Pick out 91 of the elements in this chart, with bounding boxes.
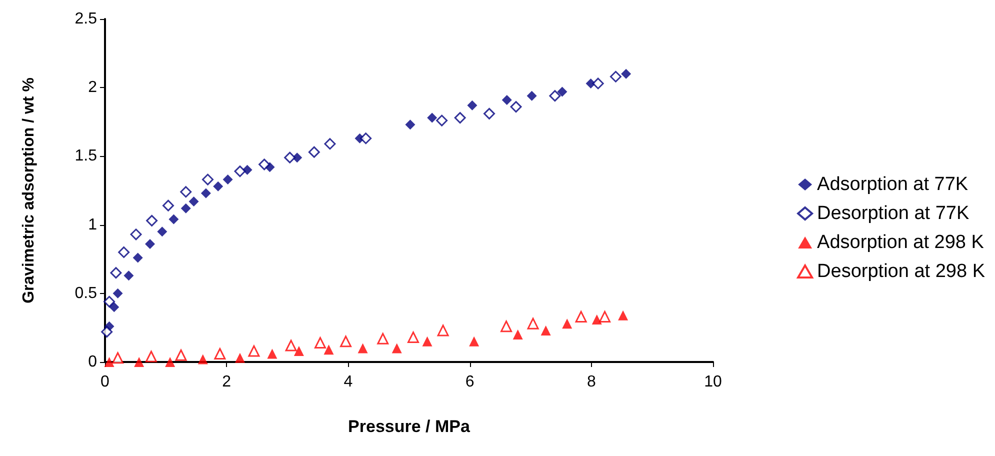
y-tick-label: 0 bbox=[88, 354, 98, 370]
point bbox=[267, 348, 278, 359]
x-tick-label: 2 bbox=[222, 374, 232, 390]
point bbox=[592, 78, 604, 90]
point bbox=[104, 296, 116, 308]
x-tick-label: 0 bbox=[100, 374, 110, 390]
point bbox=[436, 114, 448, 126]
y-axis-title: Gravimetric adsorption / wt % bbox=[20, 78, 38, 304]
x-axis-title: Pressure / MPa bbox=[348, 417, 470, 436]
point bbox=[621, 68, 632, 79]
point bbox=[314, 337, 326, 349]
point bbox=[180, 186, 192, 198]
point bbox=[592, 314, 602, 324]
legend-label: Desorption at 77K bbox=[817, 203, 970, 224]
point bbox=[198, 354, 208, 364]
point bbox=[118, 246, 130, 258]
point bbox=[324, 138, 336, 150]
point bbox=[132, 252, 143, 263]
point bbox=[112, 352, 124, 364]
point bbox=[294, 346, 304, 356]
x-tick-label: 8 bbox=[586, 374, 596, 390]
point bbox=[562, 318, 572, 329]
point bbox=[512, 330, 523, 340]
point bbox=[202, 174, 214, 186]
point bbox=[146, 214, 158, 226]
point bbox=[405, 120, 416, 130]
point bbox=[258, 158, 270, 170]
point bbox=[285, 340, 297, 352]
point bbox=[549, 90, 561, 102]
point bbox=[145, 350, 157, 362]
point bbox=[110, 267, 122, 279]
point bbox=[104, 357, 114, 367]
point bbox=[610, 70, 622, 82]
point bbox=[112, 288, 123, 298]
legend-label: Desorption at 298 K bbox=[817, 261, 986, 282]
legend-label: Adsorption at 77K bbox=[817, 174, 968, 195]
point bbox=[484, 108, 496, 120]
point bbox=[340, 336, 352, 348]
point bbox=[467, 100, 478, 110]
point bbox=[248, 345, 260, 357]
point bbox=[308, 146, 320, 158]
point bbox=[324, 344, 334, 355]
point bbox=[234, 166, 246, 178]
point bbox=[175, 349, 187, 361]
point bbox=[144, 239, 155, 250]
point bbox=[454, 112, 466, 124]
point bbox=[599, 310, 611, 322]
x-tick-label: 6 bbox=[465, 374, 474, 390]
point bbox=[510, 101, 522, 113]
point bbox=[392, 343, 402, 354]
point bbox=[234, 352, 245, 363]
point bbox=[422, 336, 432, 346]
point bbox=[408, 332, 420, 344]
point bbox=[526, 90, 537, 101]
point bbox=[557, 86, 568, 97]
point bbox=[618, 310, 628, 320]
legend-label: Adsorption at 298 K bbox=[817, 232, 984, 253]
point bbox=[575, 310, 587, 322]
point bbox=[427, 112, 438, 123]
point bbox=[222, 174, 233, 185]
point bbox=[109, 302, 120, 312]
point bbox=[162, 200, 174, 212]
point bbox=[157, 226, 168, 237]
point bbox=[213, 181, 224, 192]
point bbox=[124, 270, 134, 281]
point bbox=[188, 196, 199, 206]
point bbox=[214, 348, 226, 360]
y-tick-label: 1 bbox=[88, 216, 98, 234]
point bbox=[130, 228, 142, 240]
point bbox=[502, 94, 512, 105]
point bbox=[101, 326, 113, 338]
point bbox=[134, 357, 144, 367]
point bbox=[437, 324, 449, 336]
y-tick-label: 0.5 bbox=[74, 284, 98, 302]
point bbox=[540, 325, 551, 336]
y-tick-label: 2.5 bbox=[74, 10, 98, 28]
point bbox=[377, 332, 389, 344]
point bbox=[200, 188, 211, 198]
point bbox=[168, 214, 179, 224]
point bbox=[527, 318, 539, 330]
point bbox=[360, 132, 372, 144]
point bbox=[180, 203, 191, 214]
y-tick-label: 1.5 bbox=[74, 148, 98, 165]
point bbox=[284, 152, 296, 164]
x-tick-label: 4 bbox=[344, 374, 353, 390]
point bbox=[500, 320, 512, 332]
point bbox=[358, 343, 368, 354]
point bbox=[469, 336, 480, 346]
y-tick-label: 2 bbox=[88, 79, 98, 96]
x-tick-label: 10 bbox=[704, 374, 722, 390]
point bbox=[165, 357, 176, 367]
